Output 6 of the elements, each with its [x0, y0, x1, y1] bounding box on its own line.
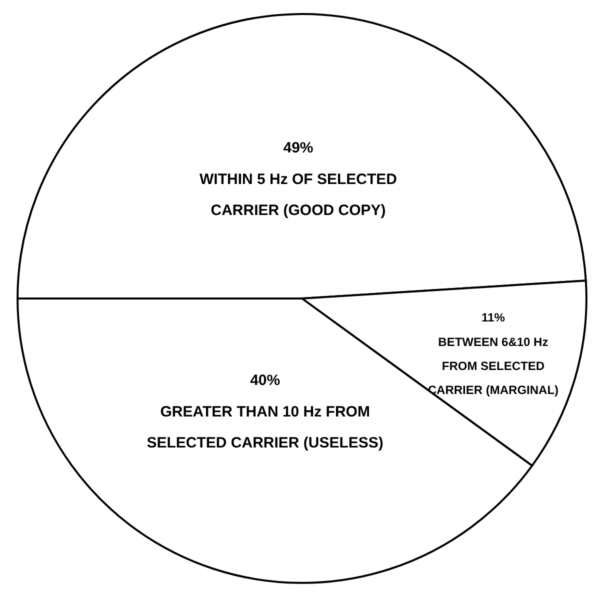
data-label: 40%: [250, 372, 280, 390]
slice-label: GREATER THAN 10 Hz FROM SELECTED CARRIER (USELESS): [146, 403, 384, 452]
slice-label: WITHIN 5 Hz OF SELECTED CARRIER (GOOD COPY): [199, 170, 398, 220]
slice-label: BETWEEN 6&10 Hz FROM SELECTED CARRIER (MARGINAL): [428, 334, 559, 398]
data-label: 11%: [482, 310, 506, 325]
data-label: 49%: [283, 140, 314, 157]
